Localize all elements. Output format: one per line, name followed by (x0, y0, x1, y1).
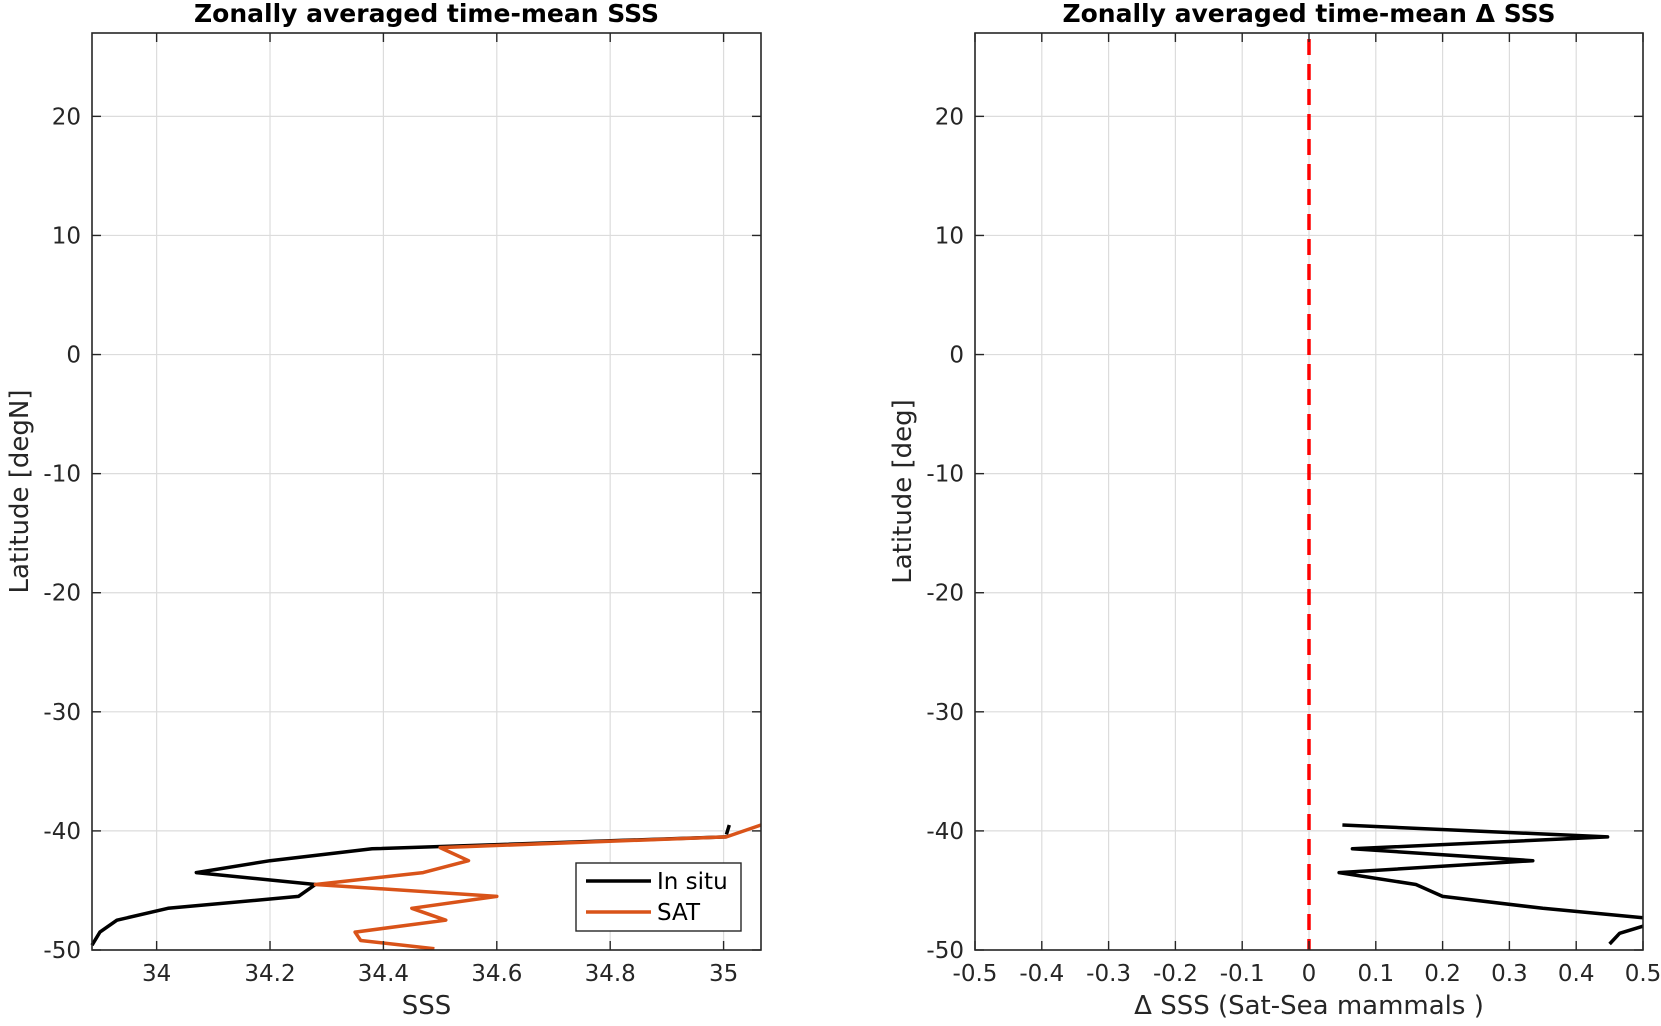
x-axis-label: Δ SSS (Sat-Sea mammals ) (1134, 991, 1484, 1021)
x-tick-label: 0.5 (1625, 961, 1661, 987)
x-tick-label: -0.1 (1220, 961, 1265, 987)
y-tick-label: 20 (52, 104, 81, 130)
x-tick-label: 34.4 (358, 961, 409, 987)
x-tick-label: 0.4 (1558, 961, 1595, 987)
y-ticks: -50 -40 -30 -20 -10 0 10 20 (43, 104, 761, 964)
series-line-in-situ (90, 835, 727, 947)
x-tick-label: -0.2 (1153, 961, 1198, 987)
y-tick-label: -30 (926, 700, 964, 726)
delta-sss-panel: Zonally averaged time-mean Δ SSS -0.5 -0.… (888, 0, 1661, 1021)
x-tick-label: -0.3 (1086, 961, 1131, 987)
legend: In situ SAT (575, 862, 742, 932)
grid (974, 33, 1644, 951)
x-tick-label: 0.2 (1424, 961, 1461, 987)
y-tick-label: -40 (43, 819, 81, 845)
legend-label-sat: SAT (657, 900, 701, 926)
series-lines (90, 823, 762, 951)
x-tick-label: -0.5 (953, 961, 998, 987)
y-tick-label: 10 (52, 223, 81, 249)
legend-box (575, 862, 742, 932)
y-tick-label: -50 (43, 938, 81, 964)
x-tick-label: 34.8 (585, 961, 636, 987)
series-line-series-0 (1337, 823, 1644, 920)
x-ticks: -0.5 -0.4 -0.3 -0.2 -0.1 0 0.1 0.2 0.3 0.4 0.5 (953, 33, 1661, 987)
y-tick-label: -20 (43, 581, 81, 607)
y-tick-label: 10 (935, 223, 964, 249)
x-tick-label: 34 (142, 961, 171, 987)
series-line-series-0 (1608, 924, 1644, 946)
series-line-in-situ (724, 824, 731, 836)
y-axis-label: Latitude [deg] (888, 399, 918, 584)
series-lines (1337, 823, 1644, 946)
y-tick-label: -20 (926, 581, 964, 607)
series-line-sat (313, 823, 762, 951)
y-tick-label: 0 (66, 343, 81, 369)
y-tick-label: 0 (949, 343, 964, 369)
legend-label-in-situ: In situ (657, 869, 728, 895)
y-ticks: -50 -40 -30 -20 -10 0 10 20 (926, 104, 1643, 964)
y-tick-label: -50 (926, 938, 964, 964)
y-tick-label: 20 (935, 104, 964, 130)
x-ticks: 34 34.2 34.4 34.6 34.8 35 (142, 33, 738, 987)
y-tick-label: -30 (43, 700, 81, 726)
x-tick-label: -0.4 (1019, 961, 1064, 987)
chart-title: Zonally averaged time-mean SSS (194, 0, 659, 28)
x-tick-label: 34.6 (471, 961, 522, 987)
x-tick-label: 0.1 (1358, 961, 1395, 987)
y-tick-label: -10 (43, 462, 81, 488)
x-axis-label: SSS (402, 991, 452, 1021)
grid (92, 33, 761, 951)
y-tick-label: -10 (926, 462, 964, 488)
x-tick-label: 35 (709, 961, 738, 987)
x-tick-label: 0.3 (1491, 961, 1528, 987)
axes-frame (91, 32, 762, 951)
sss-panel: Zonally averaged time-mean SSS 34 34.2 34.… (5, 0, 762, 1021)
chart-title: Zonally averaged time-mean Δ SSS (1063, 0, 1556, 28)
x-tick-label: 0 (1302, 961, 1317, 987)
y-axis-label: Latitude [degN] (5, 389, 35, 593)
y-tick-label: -40 (926, 819, 964, 845)
x-tick-label: 34.2 (244, 961, 295, 987)
